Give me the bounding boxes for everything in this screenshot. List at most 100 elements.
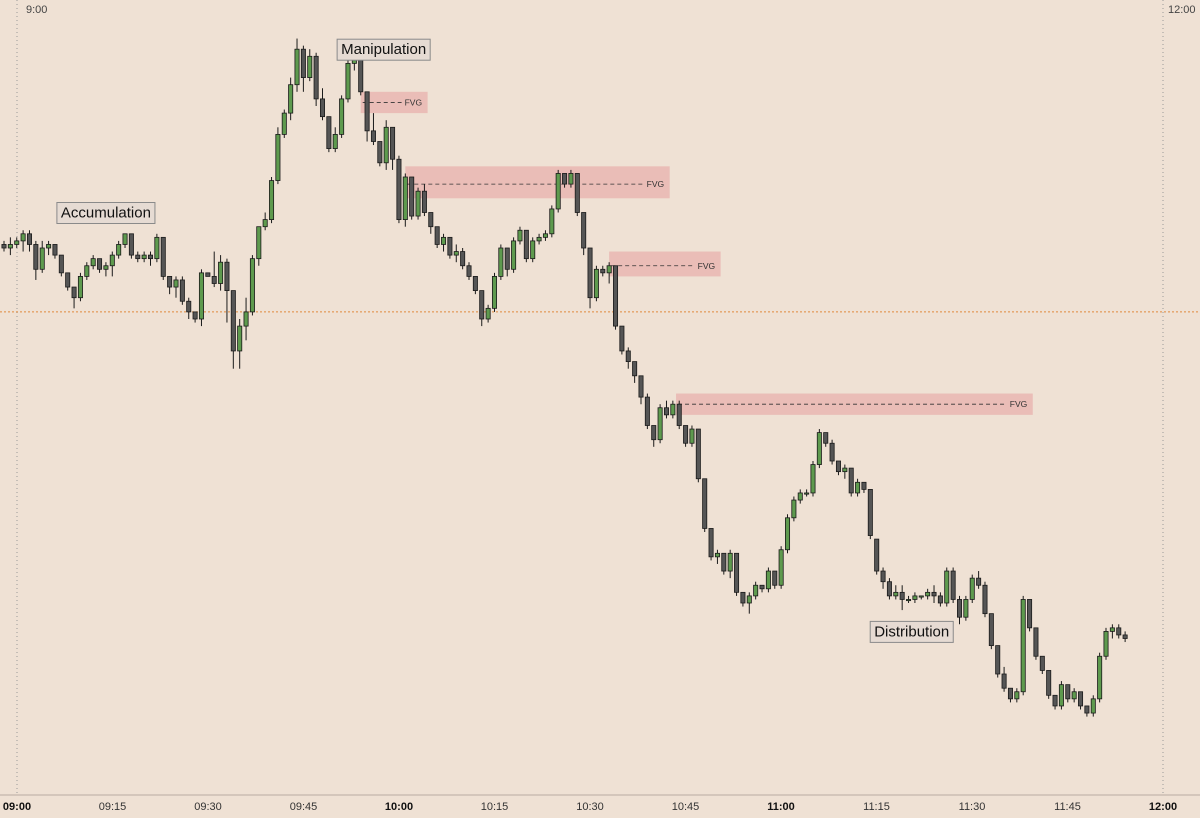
candle-body-down: [421, 190, 427, 213]
candle-body-up: [332, 133, 338, 149]
phase-label-text: Distribution: [874, 623, 949, 640]
candle-body-up: [491, 275, 497, 309]
candle-body-down: [581, 212, 587, 249]
candle-body-up: [90, 258, 96, 267]
candle: [479, 290, 485, 327]
candle: [275, 127, 281, 185]
candle: [619, 325, 625, 355]
candle: [1020, 595, 1026, 696]
candle: [874, 538, 880, 575]
candle-body-down: [396, 158, 402, 220]
candle-body-down: [823, 432, 829, 444]
candle-body-up: [154, 236, 160, 260]
candle: [173, 276, 179, 298]
candle-body-down: [1007, 687, 1013, 700]
candle-body-down: [663, 407, 669, 416]
candle: [734, 552, 740, 596]
candle-body-down: [587, 247, 593, 299]
candle-body-down: [192, 311, 198, 320]
fvg-zone-2: FVG: [405, 166, 670, 199]
candle: [912, 592, 918, 603]
candle: [288, 77, 294, 121]
candle: [179, 276, 185, 305]
fvg-layer: FVG FVG FVG FVG: [360, 91, 1033, 415]
x-tick-label: 10:30: [576, 801, 604, 813]
candle: [893, 585, 899, 600]
candle-body-up: [1020, 599, 1026, 693]
candle-body-up: [103, 265, 109, 270]
x-tick-label: 09:30: [194, 801, 222, 813]
candle: [721, 552, 727, 575]
candle-body-up: [1097, 655, 1103, 700]
phase-label-layer: Accumulation Manipulation Distribution: [56, 38, 954, 643]
candle: [651, 425, 657, 447]
candle-body-down: [300, 48, 306, 79]
candle: [918, 595, 924, 600]
candle-body-down: [937, 595, 943, 604]
candle: [957, 595, 963, 625]
candle: [116, 240, 122, 259]
candle-body-up: [288, 84, 294, 114]
candle: [1058, 681, 1064, 710]
candle-body-up: [249, 258, 255, 313]
candle-body-down: [1116, 627, 1122, 636]
candle-body-down: [1027, 599, 1033, 629]
candle-body-down: [1052, 694, 1058, 707]
candle-body-down: [702, 478, 708, 529]
candle: [689, 425, 695, 447]
candle: [148, 251, 154, 266]
candle-body-down: [721, 552, 727, 572]
candle: [1007, 687, 1013, 703]
candle-body-down: [848, 467, 854, 494]
candle-body-up: [1014, 691, 1020, 700]
candle-body-up: [275, 133, 281, 181]
candle-body-up: [893, 591, 899, 597]
candle: [810, 461, 816, 497]
candle: [377, 141, 383, 167]
candle: [421, 184, 427, 217]
candle: [562, 173, 568, 188]
candle: [1097, 652, 1103, 703]
candle-body-down: [135, 254, 141, 260]
candle: [491, 272, 497, 312]
candle: [339, 95, 345, 138]
candle: [829, 439, 835, 465]
candle: [676, 400, 682, 430]
candle-body-down: [950, 570, 956, 600]
x-tick-label: 10:00: [385, 801, 413, 813]
candle-body-down: [224, 261, 230, 292]
candle: [702, 478, 708, 532]
candle: [606, 262, 612, 284]
candle: [1109, 624, 1115, 639]
candle-body-down: [504, 247, 510, 270]
candle: [581, 212, 587, 256]
candle: [842, 464, 848, 479]
candle-body-up: [39, 247, 45, 270]
x-tick-label: 11:45: [1054, 801, 1081, 813]
candle-body-down: [211, 275, 217, 284]
candle-body-down: [434, 226, 440, 245]
candle-body-down: [759, 584, 765, 590]
candle: [1065, 684, 1071, 703]
candle-body-down: [886, 581, 892, 597]
candle: [167, 275, 173, 295]
candle-body-down: [740, 591, 746, 604]
candle-body-down: [899, 591, 905, 600]
candle: [192, 311, 198, 323]
candle: [97, 258, 103, 273]
x-tick-label: 11:00: [767, 801, 795, 813]
candle-body-down: [874, 538, 880, 572]
candle-body-up: [453, 251, 459, 256]
fvg-zone-4: FVG: [676, 393, 1033, 415]
candle-body-up: [1103, 631, 1109, 657]
candle-body-up: [797, 492, 803, 501]
candle-body-up: [785, 517, 791, 551]
candle-body-up: [14, 240, 20, 245]
candle-body-down: [33, 244, 39, 270]
phase-label-manipulation: Manipulation: [336, 38, 431, 61]
candle-body-down: [460, 251, 466, 267]
candle-body-up: [753, 584, 759, 597]
candle-body-up: [511, 240, 517, 270]
candle: [950, 567, 956, 603]
candle-body-down: [644, 396, 650, 426]
